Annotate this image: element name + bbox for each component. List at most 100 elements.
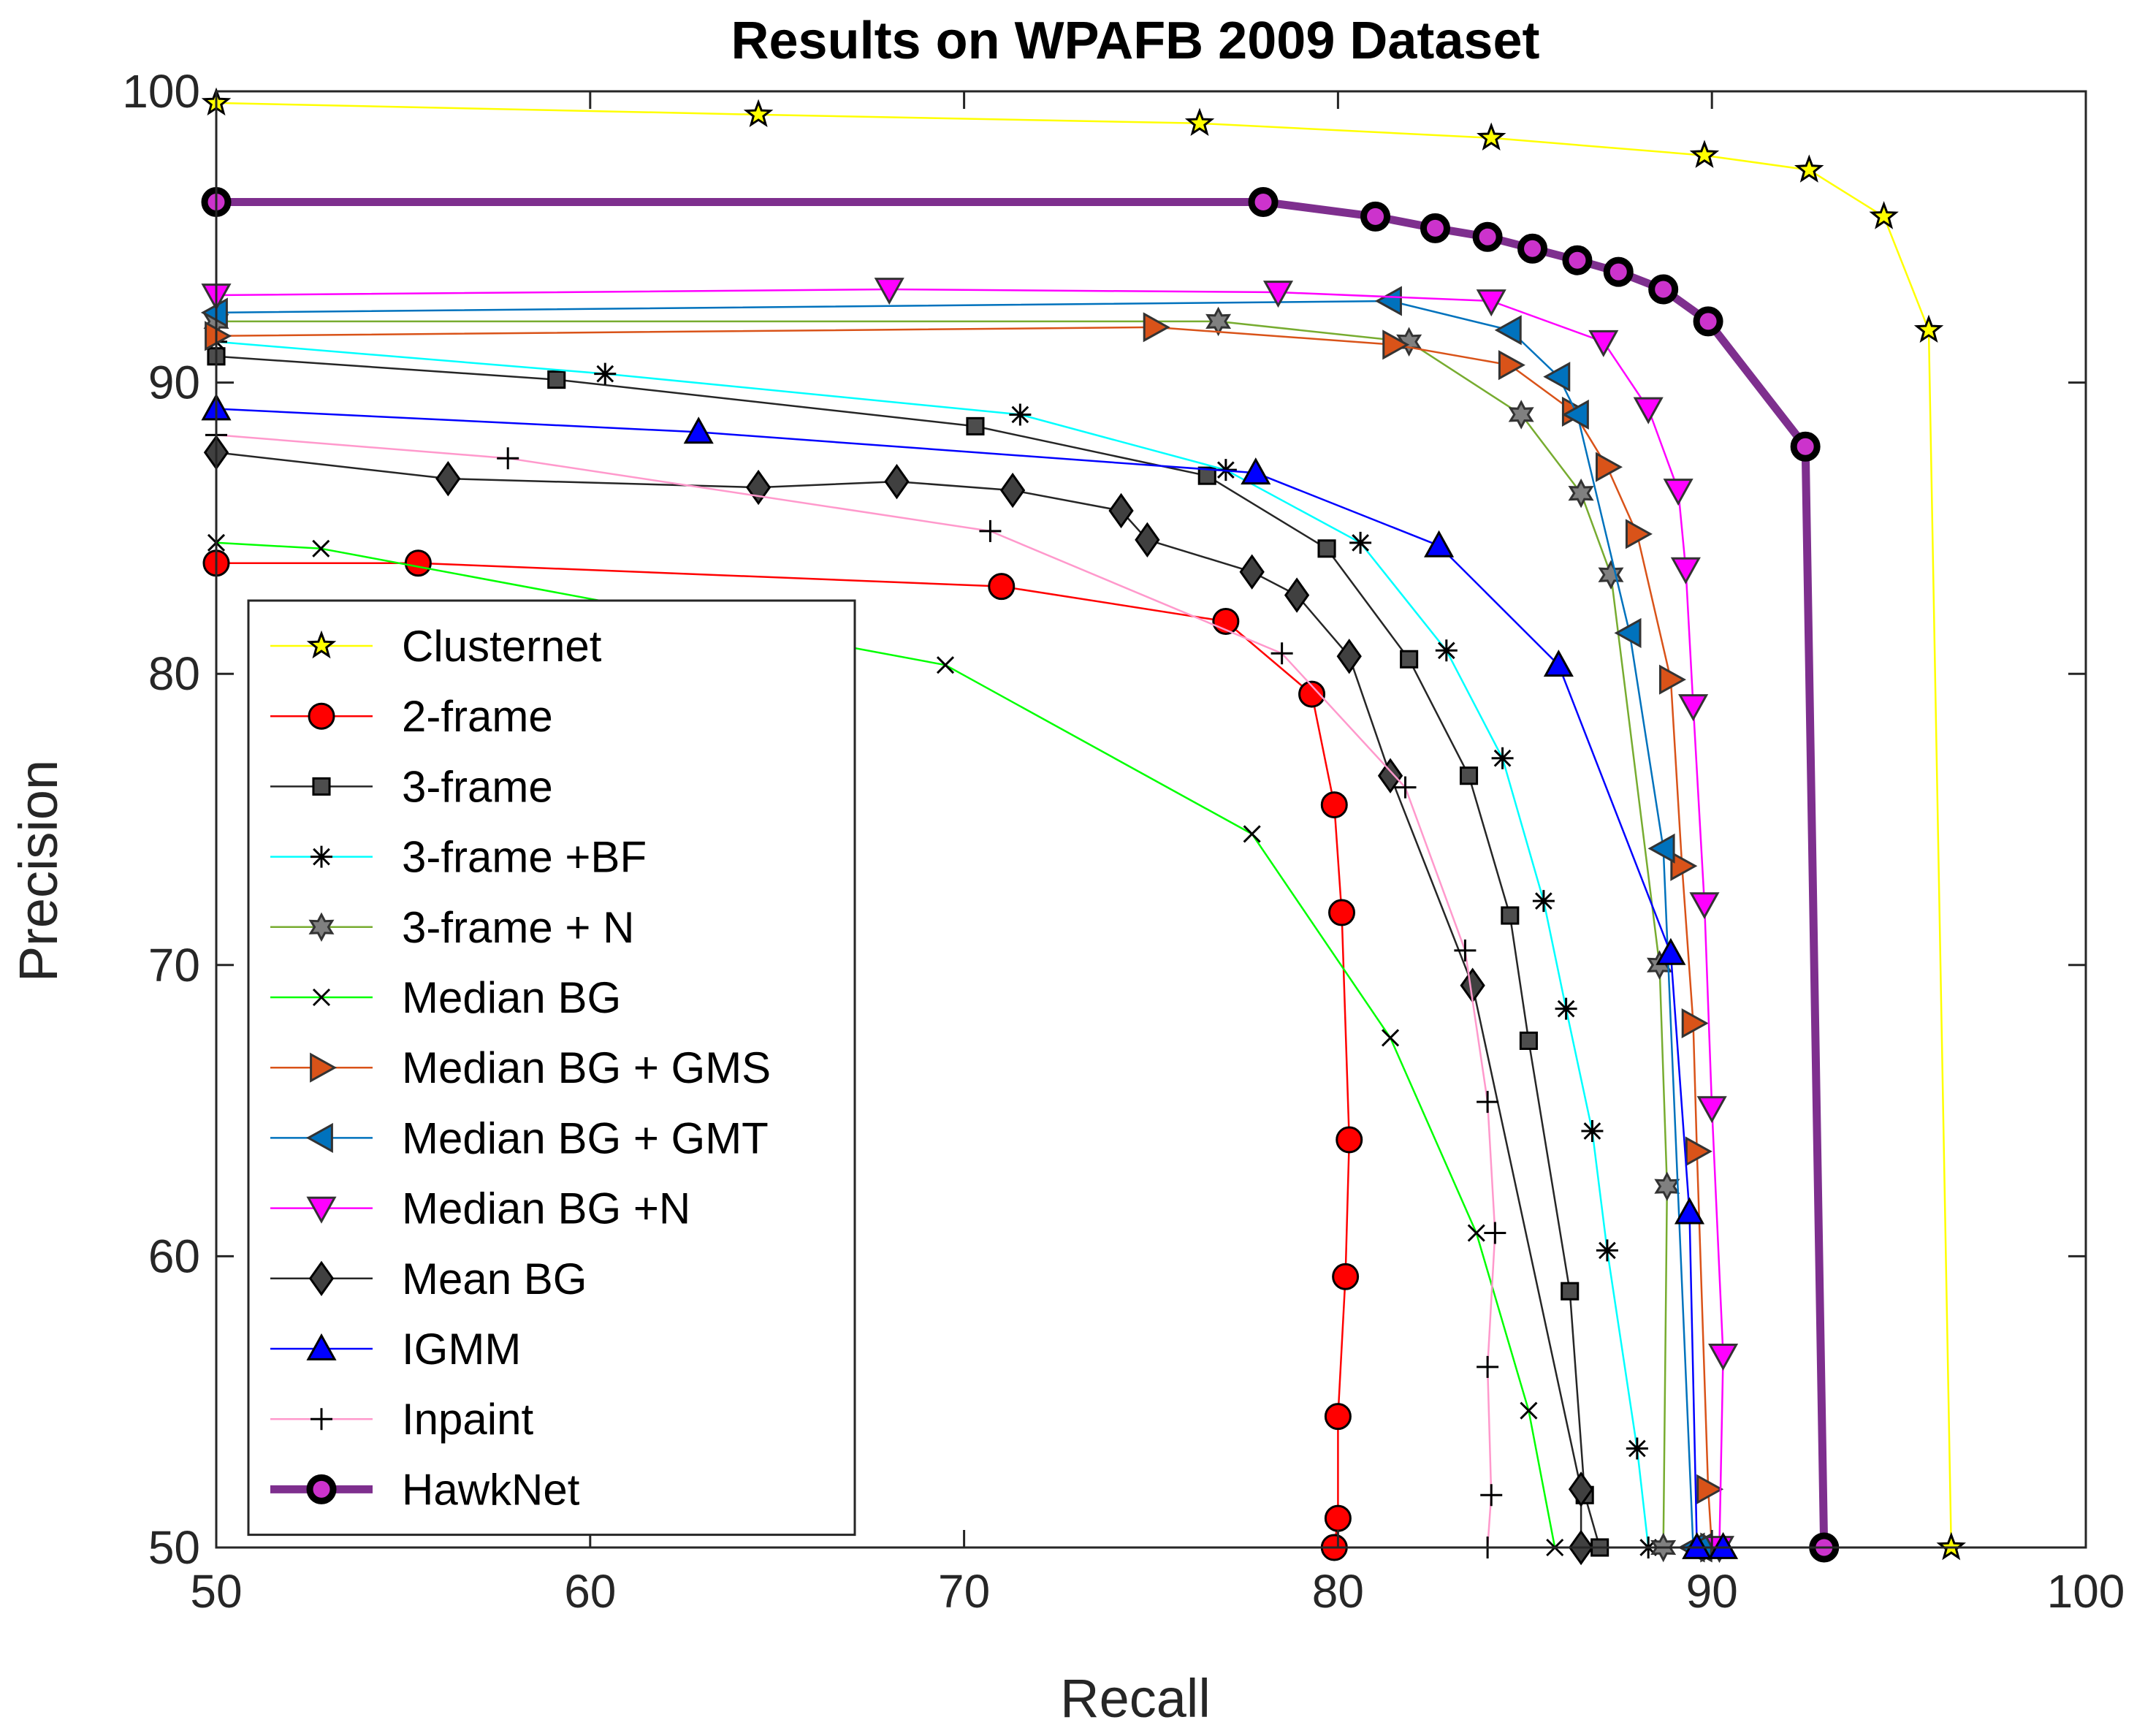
- data-point-median-bg: [936, 656, 955, 674]
- legend-label: 3-frame + N: [402, 903, 634, 952]
- data-point-median-bg-plusn: [1663, 479, 1693, 506]
- data-point-3-frame: [1459, 766, 1479, 785]
- legend-marker-3-frame: [312, 777, 331, 796]
- legend-marker-median-bg: [312, 988, 331, 1007]
- data-point-3-frame: [1400, 650, 1419, 669]
- data-point-mean-bg: [1336, 639, 1362, 674]
- data-point-3-frame-plus-n: [1205, 306, 1232, 337]
- data-point-median-bg-plus-gms: [1659, 664, 1686, 695]
- data-point-igmm: [683, 416, 714, 444]
- data-point-mean-bg: [1135, 522, 1160, 558]
- data-point-igmm: [1682, 1531, 1712, 1559]
- data-point-median-bg-plus-gms: [1685, 1136, 1712, 1167]
- data-point-median-bg-plus-gmt: [1561, 399, 1589, 430]
- data-point-igmm: [1543, 650, 1574, 677]
- legend-label: Inpaint: [402, 1395, 533, 1444]
- data-point-clusternet: [1913, 314, 1944, 343]
- legend-label: Median BG: [402, 973, 621, 1022]
- data-point-median-bg: [1467, 1224, 1485, 1242]
- data-point-median-bg-plusn: [1588, 330, 1619, 357]
- data-point-median-bg-plus-gmt: [1543, 362, 1571, 392]
- data-point-median-bg-plus-gms: [1143, 312, 1170, 343]
- legend-label: Mean BG: [402, 1255, 587, 1303]
- data-point-hawknet: [1420, 213, 1450, 243]
- legend-label: Clusternet: [402, 622, 602, 671]
- data-point-mean-bg: [884, 463, 910, 500]
- data-point-clusternet: [1184, 107, 1215, 137]
- data-point-inpaint: [1454, 939, 1477, 962]
- y-tick-label: 80: [148, 647, 200, 700]
- legend-marker-inpaint: [310, 1408, 332, 1431]
- data-point-igmm: [1674, 1197, 1705, 1225]
- data-point-mean-bg: [999, 472, 1026, 509]
- data-point-median-bg-plus-gms: [1670, 850, 1698, 881]
- data-point-2-frame: [1332, 1263, 1360, 1290]
- data-point-2-frame: [1320, 791, 1348, 819]
- data-point-2-frame: [988, 573, 1016, 601]
- series-line-median-bg: [216, 541, 1556, 1548]
- data-point-mean-bg: [1108, 492, 1134, 529]
- data-point-inpaint: [1484, 1222, 1506, 1244]
- legend-item-median-bg-plus-gms: Median BG + GMS: [270, 1043, 771, 1092]
- legend-label: 2-frame: [402, 692, 553, 741]
- data-point-mean-bg: [745, 469, 771, 506]
- data-point-3-frame: [1501, 906, 1520, 925]
- legend-item-median-bg-plus-gmt: Median BG + GMT: [270, 1113, 769, 1162]
- data-point-hawknet: [1472, 221, 1503, 252]
- data-point-hawknet: [1360, 201, 1391, 232]
- legend-label: 3-frame +BF: [402, 833, 647, 882]
- y-tick-label: 70: [148, 939, 200, 991]
- legend-item-inpaint: Inpaint: [270, 1395, 533, 1444]
- data-point-median-bg-plusn: [1476, 289, 1506, 317]
- chart-title: Results on WPAFB 2009 Dataset: [731, 12, 1540, 70]
- data-point-median-bg-plus-gmt: [1494, 315, 1522, 346]
- series-line-3-frame: [216, 355, 1601, 1548]
- data-point-2-frame: [1298, 680, 1326, 708]
- data-point-median-bg: [1243, 825, 1261, 843]
- legend: Clusternet 2-frame 3-frame 3-frame +BF 3-fra…: [247, 599, 856, 1537]
- data-point-median-bg-plusn: [1689, 892, 1720, 920]
- series-line-2-frame: [216, 562, 1351, 1548]
- data-point-median-bg-plus-gms: [1595, 452, 1623, 482]
- data-point-hawknet: [1693, 306, 1723, 337]
- data-point-igmm: [1424, 530, 1455, 557]
- data-point-median-bg-plus-gms: [205, 321, 232, 351]
- data-point-mean-bg: [1239, 554, 1265, 590]
- data-point-3-frame-plusbf: [1435, 639, 1458, 662]
- legend-marker-median-bg-plus-gmt: [305, 1122, 333, 1153]
- data-point-3-frame-plusbf: [1009, 403, 1032, 426]
- data-point-median-bg-plusn: [1670, 557, 1701, 585]
- data-point-median-bg: [1520, 1401, 1538, 1420]
- data-point-igmm: [1708, 1531, 1739, 1559]
- data-point-2-frame: [404, 549, 432, 577]
- x-tick-label: 60: [564, 1565, 616, 1618]
- data-point-3-frame: [1561, 1282, 1580, 1301]
- data-point-3-frame-plus-n: [1396, 327, 1422, 357]
- data-point-inpaint: [1394, 776, 1417, 799]
- data-point-median-bg-plus-gmt: [1374, 286, 1402, 316]
- data-point-median-bg-plus-gms: [1696, 1474, 1724, 1504]
- legend-label: Median BG +N: [402, 1184, 690, 1233]
- x-tick-label: 50: [190, 1565, 242, 1618]
- legend-marker-3-frame-plus-n: [308, 912, 335, 943]
- series-igmm: [201, 393, 1739, 1559]
- data-point-3-frame-plus-n: [1598, 560, 1624, 590]
- data-point-inpaint: [1477, 1355, 1499, 1378]
- data-point-median-bg-plus-gms: [1382, 330, 1410, 360]
- y-tick-label: 100: [122, 65, 200, 118]
- data-point-hawknet: [1603, 256, 1634, 287]
- legend-marker-median-bg-plus-gms: [310, 1052, 338, 1083]
- legend-item-median-bg: Median BG: [270, 973, 621, 1022]
- legend-marker-3-frame-plusbf: [310, 845, 332, 868]
- data-point-3-frame: [966, 416, 985, 435]
- series-inpaint: [205, 424, 1506, 1558]
- series-median-bg-plusn: [201, 278, 1739, 1564]
- legend-marker-median-bg-plusn: [306, 1196, 337, 1224]
- series-median-bg-plus-gms: [205, 312, 1728, 1563]
- series-line-hawknet: [216, 198, 1829, 1548]
- legend-label: HawkNet: [402, 1465, 580, 1514]
- y-axis-label: Precision: [8, 760, 69, 982]
- data-point-clusternet: [1689, 140, 1720, 168]
- data-point-3-frame-plusbf: [1596, 1239, 1618, 1262]
- legend-label: Median BG + GMT: [402, 1113, 769, 1162]
